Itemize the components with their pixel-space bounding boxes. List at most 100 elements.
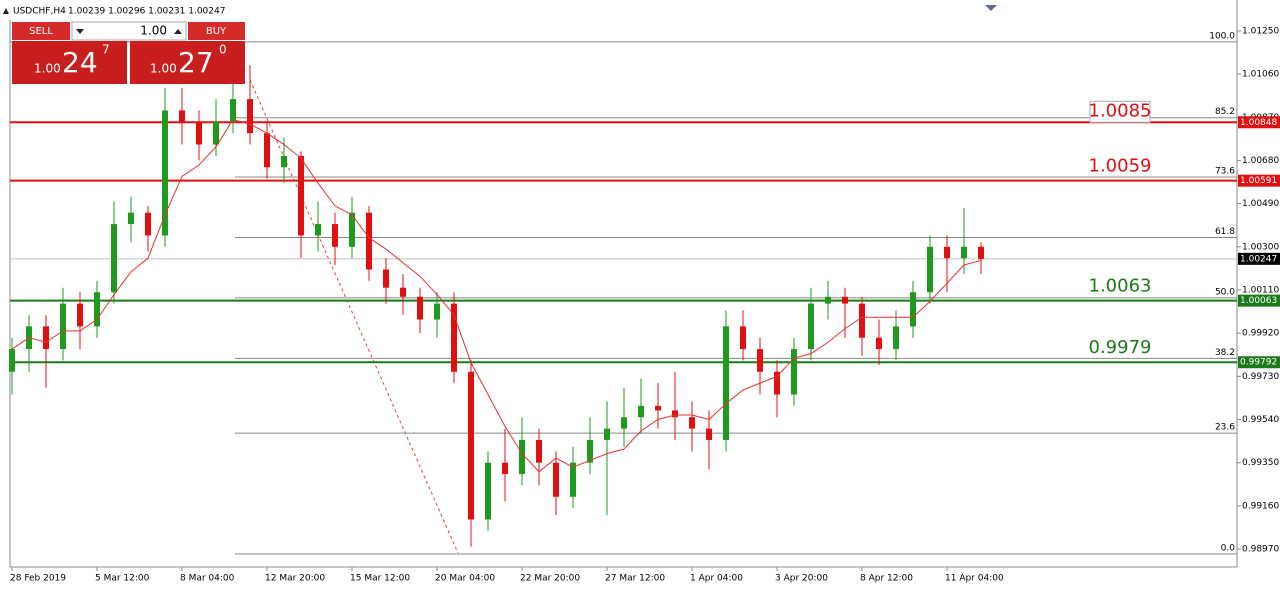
ask-point: 0 [219,43,227,57]
candle-body [94,292,100,327]
bid-pips: 24 [62,46,98,79]
price-tag-label: 1.00591 [1240,176,1277,186]
buy-button[interactable] [188,22,245,40]
candle-body [264,133,270,168]
candle-body [655,405,661,411]
candle-body [298,155,304,236]
y-tick-label: 1.01060 [1242,70,1279,80]
lot-down[interactable] [76,29,84,34]
candle-body [213,121,219,145]
candle-body [825,296,831,304]
lot-field[interactable] [71,21,187,41]
candle-body [808,303,814,350]
plot: 1.012501.010601.008701.006801.004901.003… [9,26,1280,584]
candle-body [740,326,746,350]
fib-label: 23.6 [1215,423,1235,433]
buy-label: BUY [206,26,227,37]
candle-body [332,224,338,247]
candle-body [502,462,508,475]
candle-body [145,212,151,236]
candle-body [128,212,134,225]
candle-body [587,439,593,463]
moving-average [11,118,982,473]
candle-body [468,371,474,520]
candle-body [434,303,440,320]
x-tick-label: 8 Apr 12:00 [860,574,913,584]
y-tick-label: 0.99730 [1242,372,1279,382]
level-text: 0.9979 [1089,337,1152,358]
y-tick-label: 1.01250 [1242,26,1279,36]
price-tag [1238,116,1280,129]
candle-body [400,287,406,297]
price-tag-label: 1.00848 [1240,118,1277,128]
level-text: 1.0063 [1089,276,1152,297]
y-tick-label: 1.00490 [1242,199,1279,209]
candle-body [944,246,950,259]
level-text: 1.0085 [1089,100,1152,121]
bid-point: 7 [102,43,110,57]
candle-body [757,349,763,372]
candle-body [451,303,457,372]
x-tick-label: 11 Apr 04:00 [945,574,1004,584]
price-tag [1238,356,1280,369]
y-tick-label: 0.98970 [1242,545,1279,555]
y-tick-label: 0.99920 [1242,329,1279,339]
level-text: 1.0059 [1089,156,1152,177]
candle-body [978,246,984,259]
candle-body [553,462,559,497]
candle-body [570,462,576,497]
candle-body [519,439,525,475]
candle-body [774,371,780,395]
price-tag-label: 1.00247 [1240,254,1277,264]
candle-body [230,99,236,122]
candle-body [893,326,899,350]
shift-marker [985,5,997,11]
candle-body [60,303,66,350]
candle-body [706,428,712,440]
candle-body [417,296,423,320]
sell-button[interactable] [12,22,70,40]
ask-box[interactable] [130,41,245,84]
price-tag-label: 0.99792 [1240,358,1277,368]
symbol: USDCHF,H4 [13,7,66,17]
fib-label: 38.2 [1215,348,1235,358]
fib-label: 50.0 [1215,287,1235,297]
candle-body [179,110,185,122]
candle-body [791,349,797,395]
ask-big: 1.00 [150,62,177,76]
y-tick-label: 1.00110 [1242,285,1279,295]
candle-body [43,326,49,350]
candle-body [927,246,933,293]
x-tick-label: 12 Mar 20:00 [265,574,325,584]
candle-body [383,269,389,288]
ask-pips: 27 [178,46,214,79]
bid-big: 1.00 [34,62,61,76]
price-tag [1238,294,1280,307]
y-tick-label: 1.00680 [1242,156,1279,166]
fib-label: 61.8 [1215,227,1235,237]
x-tick-label: 1 Apr 04:00 [690,574,743,584]
price-tag-label: 1.00063 [1240,296,1277,306]
x-tick-label: 3 Apr 20:00 [775,574,828,584]
price-tag [1238,174,1280,187]
candle-body [111,224,117,293]
candle-body [485,462,491,520]
candle-body [315,224,321,236]
candle-body [842,296,848,304]
quote: 1.00239 1.00296 1.00231 1.00247 [68,7,225,17]
bid-box[interactable] [12,41,127,84]
candle-body [536,439,542,463]
y-tick-label: 1.00300 [1242,242,1279,252]
candle-body [961,246,967,259]
collapse-icon[interactable] [3,8,9,14]
x-tick-label: 8 Mar 04:00 [180,574,235,584]
candle-body [604,428,610,440]
x-tick-label: 28 Feb 2019 [10,574,66,584]
sell-label: SELL [29,26,53,37]
candle-body [162,110,168,236]
candle-body [876,337,882,350]
lot-up[interactable] [174,29,182,34]
candle-body [9,349,15,372]
